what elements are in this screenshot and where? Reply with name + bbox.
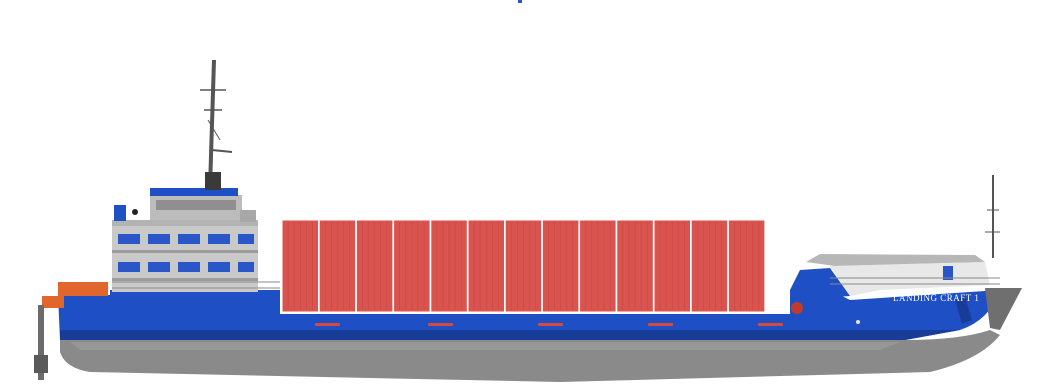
stern-rudder-foot <box>34 355 48 373</box>
aft-railing <box>112 281 280 289</box>
superstructure-windows <box>118 234 254 272</box>
stern-davit <box>58 282 108 296</box>
stern-orange-box <box>42 296 64 308</box>
top-artifact <box>518 0 522 3</box>
hull-lower-highlight <box>70 342 900 350</box>
bow-structure <box>790 254 1000 324</box>
stern-rudder-post <box>38 305 44 380</box>
main-mast <box>200 59 233 189</box>
hull-blue-band <box>58 290 1000 340</box>
hull-name-text: LANDING CRAFT 1 <box>893 293 979 303</box>
bow-stem <box>985 288 1022 330</box>
hull-scuppers <box>315 323 783 326</box>
mast-base <box>205 172 221 190</box>
hull-blue-shadow <box>60 330 960 340</box>
superstructure <box>112 188 258 292</box>
bow-mast <box>985 175 1000 258</box>
container-stack <box>281 219 766 313</box>
